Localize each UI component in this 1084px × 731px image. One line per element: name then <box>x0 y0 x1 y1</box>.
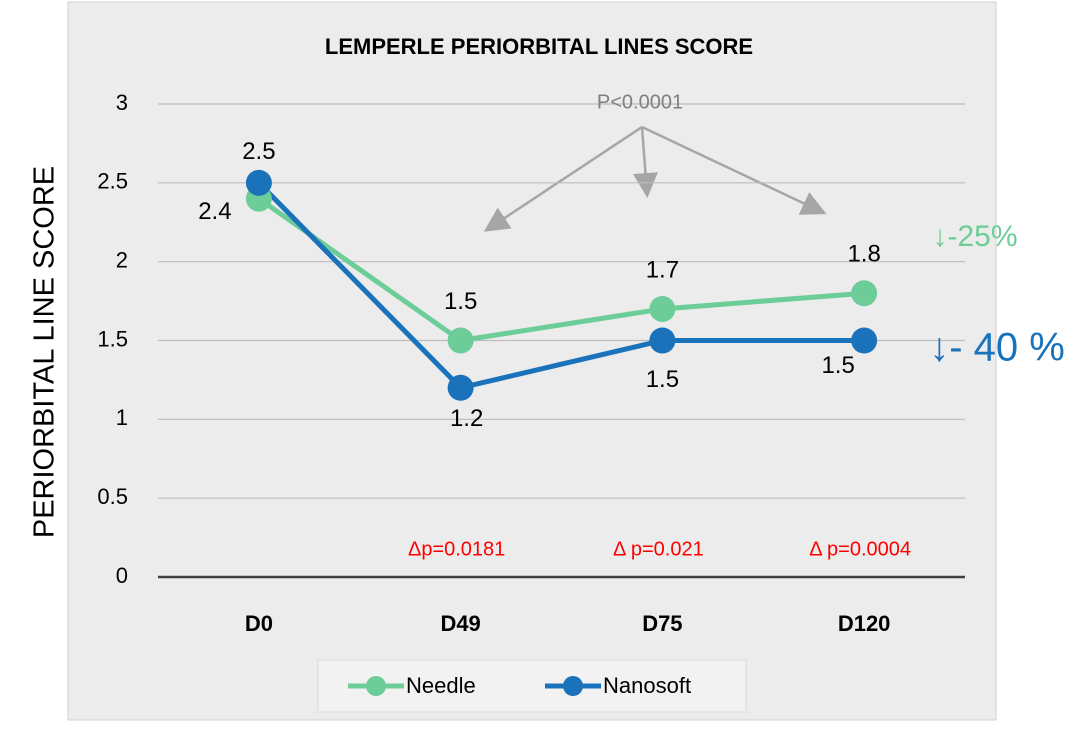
data-point <box>245 169 272 196</box>
value-label: 1.7 <box>646 256 679 283</box>
series-line <box>257 196 865 344</box>
value-label: 2.5 <box>242 138 275 165</box>
value-label: 1.5 <box>646 366 679 393</box>
series-line <box>257 181 865 391</box>
x-tick-label: D0 <box>245 611 273 636</box>
y-tick-label: 2.5 <box>97 169 128 194</box>
data-point <box>851 327 878 354</box>
value-label: 1.2 <box>450 405 483 432</box>
chart-title: LEMPERLE PERIORBITAL LINES SCORE <box>325 34 753 59</box>
y-axis-label: PERIORBITAL LINE SCORE <box>29 166 61 538</box>
annotation: Δp=0.0181 <box>408 538 505 560</box>
x-tick-label: D49 <box>440 611 480 636</box>
y-tick-label: 0 <box>116 563 128 588</box>
x-tick-label: D120 <box>838 611 891 636</box>
annotation: Δ p=0.0004 <box>809 538 911 560</box>
legend-marker <box>366 676 386 696</box>
p-arrows <box>483 125 827 232</box>
data-point <box>447 374 474 401</box>
y-tick-label: 0.5 <box>97 484 128 509</box>
value-label: 1.5 <box>821 352 854 379</box>
annotation: ↓- 40 % <box>929 326 1065 370</box>
y-tick-label: 3 <box>116 90 128 115</box>
legend-marker <box>563 676 583 696</box>
value-label: 1.5 <box>444 288 477 315</box>
data-point <box>649 327 676 354</box>
value-label: 2.4 <box>198 198 231 225</box>
data-point <box>649 295 676 322</box>
data-point <box>851 280 878 307</box>
y-tick-label: 2 <box>116 247 128 272</box>
annotation: P<0.0001 <box>597 91 683 113</box>
x-tick-label: D75 <box>642 611 682 636</box>
annotation: ↓-25% <box>932 220 1017 253</box>
chart-background <box>67 1 997 721</box>
annotation: Δ p=0.021 <box>613 538 704 560</box>
legend-label: Nanosoft <box>603 673 691 698</box>
legend-label: Needle <box>406 673 476 698</box>
data-point <box>447 327 474 354</box>
value-label: 1.8 <box>847 241 880 268</box>
legend-box <box>317 659 747 713</box>
y-tick-label: 1.5 <box>97 326 128 351</box>
y-tick-label: 1 <box>116 405 128 430</box>
